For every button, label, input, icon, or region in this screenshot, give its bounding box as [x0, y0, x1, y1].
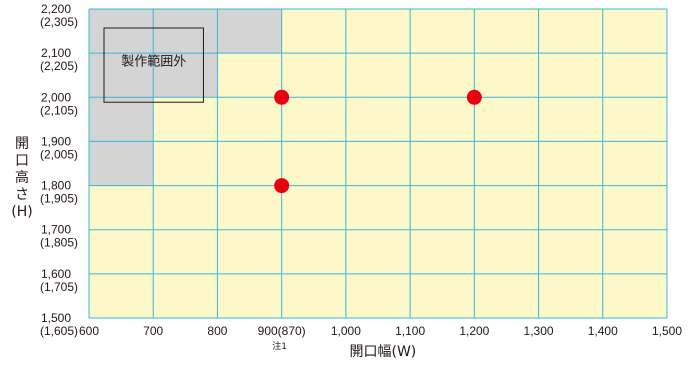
data-point [466, 89, 482, 105]
y-tick-label: 1,900 [41, 134, 71, 148]
y-tick-sublabel: (1,805) [40, 236, 78, 250]
grid-layer [88, 8, 668, 319]
x-tick-label: 600 [79, 324, 99, 338]
y-tick-label: 1,700 [41, 223, 71, 237]
y-tick-sublabel: (1,905) [40, 192, 78, 206]
x-tick-note: 注1 [272, 340, 287, 352]
data-point-layer [274, 89, 482, 194]
y-tick-sublabel: (2,305) [40, 15, 78, 29]
excluded-region-cell [89, 9, 282, 54]
x-axis-title: 開口幅(W) [349, 344, 416, 360]
y-axis-title-char: さ [15, 187, 29, 203]
x-tick-label: 1,000 [331, 324, 361, 338]
y-tick-sublabel: (1,605) [40, 324, 78, 338]
x-tick-label: 1,300 [524, 324, 554, 338]
y-tick-label: 2,100 [41, 46, 71, 60]
y-tick-sublabel: (2,205) [40, 59, 78, 73]
x-tick-labels: 600 700 800 900(870) 1,000 1,100 1,200 1,300 1,4… [79, 324, 682, 352]
x-tick-label: 900(870) [258, 324, 306, 338]
x-tick-label: 1,400 [588, 324, 618, 338]
y-axis-title-char: (H) [11, 204, 32, 220]
excluded-region-label-layer: 製作範囲外 [103, 27, 204, 103]
plot-background-layer [89, 9, 667, 318]
y-tick-labels: 2,200(2,305) 2,100(2,205) 2,000(2,105) 1,90… [40, 2, 78, 338]
data-point [274, 178, 290, 194]
excluded-region-label: 製作範囲外 [121, 55, 186, 70]
x-tick-label: 1,200 [459, 324, 489, 338]
x-tick-label: 1,500 [652, 324, 682, 338]
y-tick-label: 2,000 [41, 90, 71, 104]
y-axis-title-char: 口 [15, 153, 29, 169]
y-tick-label: 1,800 [41, 179, 71, 193]
x-tick-label: 1,100 [395, 324, 425, 338]
excluded-region-label-box [103, 27, 204, 103]
y-axis-title-char: 開 [15, 136, 29, 152]
x-tick-label: 700 [143, 324, 163, 338]
y-tick-sublabel: (2,005) [40, 147, 78, 161]
y-tick-label: 1,600 [41, 267, 71, 281]
y-tick-label: 1,500 [41, 311, 71, 325]
y-tick-label: 2,200 [41, 2, 71, 16]
y-tick-sublabel: (2,105) [40, 103, 78, 117]
data-point [274, 89, 290, 105]
y-tick-sublabel: (1,705) [40, 280, 78, 294]
x-tick-label: 800 [207, 324, 227, 338]
y-axis-title-char: 高 [15, 169, 29, 186]
